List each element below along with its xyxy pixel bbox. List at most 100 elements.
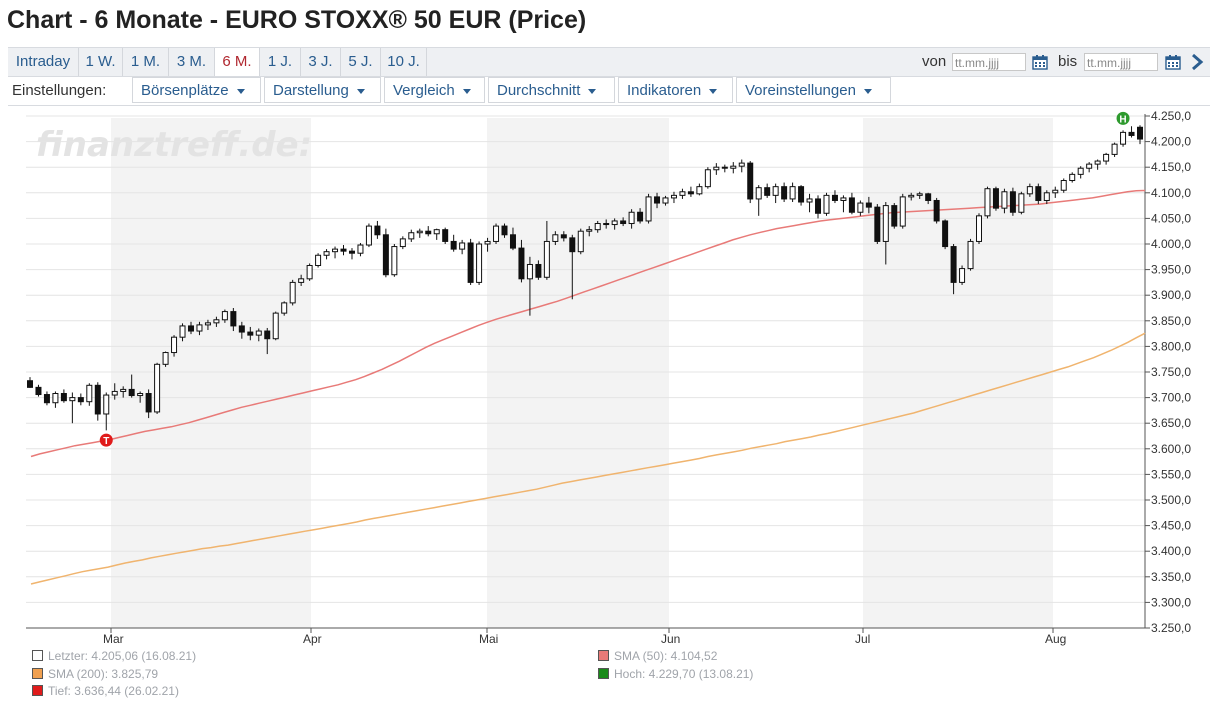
dropdown-darstellung[interactable]: Darstellung <box>264 77 381 103</box>
y-tick-label: 3.700,0 <box>1151 391 1191 405</box>
range-6m[interactable]: 6 M. <box>215 48 260 76</box>
low-marker-label: T <box>103 436 109 447</box>
y-tick-label: 4.150,0 <box>1151 160 1191 174</box>
candle-body <box>52 393 59 404</box>
legend-text: Letzter: 4.205,06 (16.08.21) <box>48 649 197 663</box>
range-5y[interactable]: 5 J. <box>341 48 381 76</box>
candle-body <box>1111 143 1118 155</box>
y-tick-label: 3.300,0 <box>1151 595 1191 609</box>
candle-body <box>696 186 703 195</box>
candle-body <box>357 244 364 254</box>
range-1y[interactable]: 1 J. <box>260 48 301 76</box>
candle-body <box>823 194 830 214</box>
range-3m[interactable]: 3 M. <box>169 48 215 76</box>
from-date-input[interactable]: tt.mm.jjjj <box>952 53 1026 71</box>
candle-body <box>552 234 559 242</box>
to-label: bis <box>1058 53 1078 70</box>
candle-body <box>959 268 966 283</box>
range-intraday[interactable]: Intraday <box>8 48 79 76</box>
candle-body <box>43 394 50 404</box>
candle-body <box>721 166 728 169</box>
from-label: von <box>922 53 947 70</box>
candle-body <box>459 242 466 250</box>
candle-body <box>1043 192 1050 201</box>
candle-body <box>509 234 516 249</box>
candle-body <box>713 166 720 171</box>
range-3y[interactable]: 3 J. <box>301 48 341 76</box>
candle-body <box>874 206 881 242</box>
dropdown-voreinstellungen[interactable]: Voreinstellungen <box>736 77 891 103</box>
candle-body <box>781 186 788 200</box>
candle-body <box>628 211 635 225</box>
caret-down-icon <box>863 88 872 94</box>
range-bar: Intraday 1 W. 1 M. 3 M. 6 M. 1 J. 3 J. 5… <box>8 47 1210 77</box>
dropdown-label: Börsenplätze <box>141 82 229 99</box>
candle-body <box>137 393 144 397</box>
candle-body <box>77 397 84 403</box>
dropdown-boersenplaetze[interactable]: Börsenplätze <box>132 77 261 103</box>
candle-body <box>171 336 178 354</box>
range-1w[interactable]: 1 W. <box>79 48 123 76</box>
chevron-right-icon[interactable] <box>1190 53 1204 71</box>
y-tick-label: 4.200,0 <box>1151 135 1191 149</box>
sma50-line <box>30 189 1146 458</box>
candle-body <box>772 186 779 196</box>
candle-body <box>332 248 339 253</box>
candle-body <box>1069 173 1076 182</box>
y-tick-label: 3.400,0 <box>1151 544 1191 558</box>
dropdown-label: Voreinstellungen <box>745 82 856 99</box>
candle-body <box>1001 191 1008 209</box>
candle-body <box>281 302 288 314</box>
candle-body <box>1026 186 1033 195</box>
y-tick-label: 3.550,0 <box>1151 467 1191 481</box>
legend-text: SMA (200): 3.825,79 <box>48 667 159 681</box>
candle-body <box>518 247 525 280</box>
candle-body <box>789 186 796 200</box>
candle-body <box>501 225 508 236</box>
candle-body <box>247 331 254 336</box>
y-tick-label: 4.050,0 <box>1151 211 1191 225</box>
dropdown-indikatoren[interactable]: Indikatoren <box>618 77 733 103</box>
candle-body <box>162 352 169 365</box>
y-tick-label: 4.100,0 <box>1151 186 1191 200</box>
candle-body <box>764 187 771 196</box>
calendar-icon[interactable] <box>1165 54 1181 70</box>
candle-body <box>620 220 627 225</box>
candle-body <box>86 384 93 403</box>
range-10y[interactable]: 10 J. <box>381 48 427 76</box>
y-tick-label: 4.250,0 <box>1151 109 1191 123</box>
dropdown-vergleich[interactable]: Vergleich <box>384 77 485 103</box>
candle-body <box>230 311 237 327</box>
month-band <box>111 118 311 628</box>
candle-body <box>840 197 847 201</box>
x-tick-label: Mar <box>103 632 124 646</box>
caret-down-icon <box>709 88 718 94</box>
dropdown-label: Indikatoren <box>627 82 702 99</box>
calendar-icon[interactable] <box>1032 54 1048 70</box>
y-tick-label: 3.250,0 <box>1151 621 1191 635</box>
range-1m[interactable]: 1 M. <box>123 48 169 76</box>
candle-body <box>264 330 271 340</box>
to-date-input[interactable]: tt.mm.jjjj <box>1084 53 1158 71</box>
y-tick-label: 3.950,0 <box>1151 263 1191 277</box>
dropdown-durchschnitt[interactable]: Durchschnitt <box>488 77 615 103</box>
candle-body <box>815 198 822 214</box>
candle-body <box>1120 131 1127 145</box>
candle-body <box>670 194 677 199</box>
candle-body <box>586 229 593 232</box>
candle-body <box>323 251 330 256</box>
candle-body <box>1103 153 1110 162</box>
page-title: Chart - 6 Monate - EURO STOXX® 50 EUR (P… <box>7 6 587 34</box>
candle-body <box>933 199 940 222</box>
x-tick-label: Mai <box>479 632 498 646</box>
candle-body <box>365 225 372 246</box>
candle-body <box>679 191 686 196</box>
candle-body <box>35 386 42 396</box>
candle-body <box>187 325 194 332</box>
candle-body <box>882 205 889 242</box>
candle-body <box>69 397 76 402</box>
candle-body <box>526 263 533 280</box>
candle-body <box>1086 163 1093 169</box>
price-chart[interactable]: finanztreff.de: 4.250,0 4.200,0 4.150,0 4.10… <box>0 106 1216 651</box>
x-tick-label: Apr <box>303 632 322 646</box>
